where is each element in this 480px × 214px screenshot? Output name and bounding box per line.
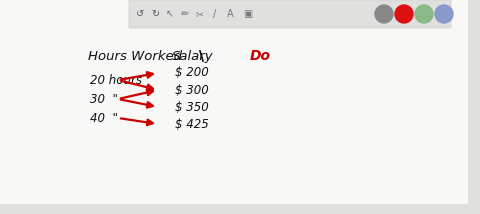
Text: A: A — [227, 9, 233, 19]
Circle shape — [375, 5, 393, 23]
FancyBboxPatch shape — [129, 0, 451, 28]
Bar — [0, 204, 468, 214]
Text: ↖: ↖ — [166, 9, 174, 19]
Text: $ 200: $ 200 — [175, 67, 209, 79]
Text: Salary: Salary — [172, 49, 214, 62]
Circle shape — [435, 5, 453, 23]
Text: $ 300: $ 300 — [175, 83, 209, 97]
Text: 40  ": 40 " — [90, 111, 118, 125]
Text: ↺: ↺ — [136, 9, 144, 19]
Text: Hours Worked: Hours Worked — [88, 49, 182, 62]
Text: $ 350: $ 350 — [175, 101, 209, 113]
Text: Do: Do — [250, 49, 271, 63]
Text: 20 hours: 20 hours — [90, 73, 142, 86]
Text: /: / — [214, 9, 216, 19]
Circle shape — [415, 5, 433, 23]
Text: ↻: ↻ — [151, 9, 159, 19]
Text: $ 425: $ 425 — [175, 117, 209, 131]
Text: ▣: ▣ — [243, 9, 252, 19]
Bar — [468, 0, 480, 214]
Text: 30  ": 30 " — [90, 92, 118, 106]
Text: ✂: ✂ — [196, 9, 204, 19]
Circle shape — [395, 5, 413, 23]
Text: ✏: ✏ — [181, 9, 189, 19]
